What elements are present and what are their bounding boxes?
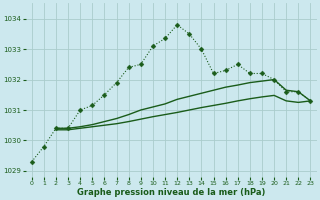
X-axis label: Graphe pression niveau de la mer (hPa): Graphe pression niveau de la mer (hPa) [77, 188, 265, 197]
